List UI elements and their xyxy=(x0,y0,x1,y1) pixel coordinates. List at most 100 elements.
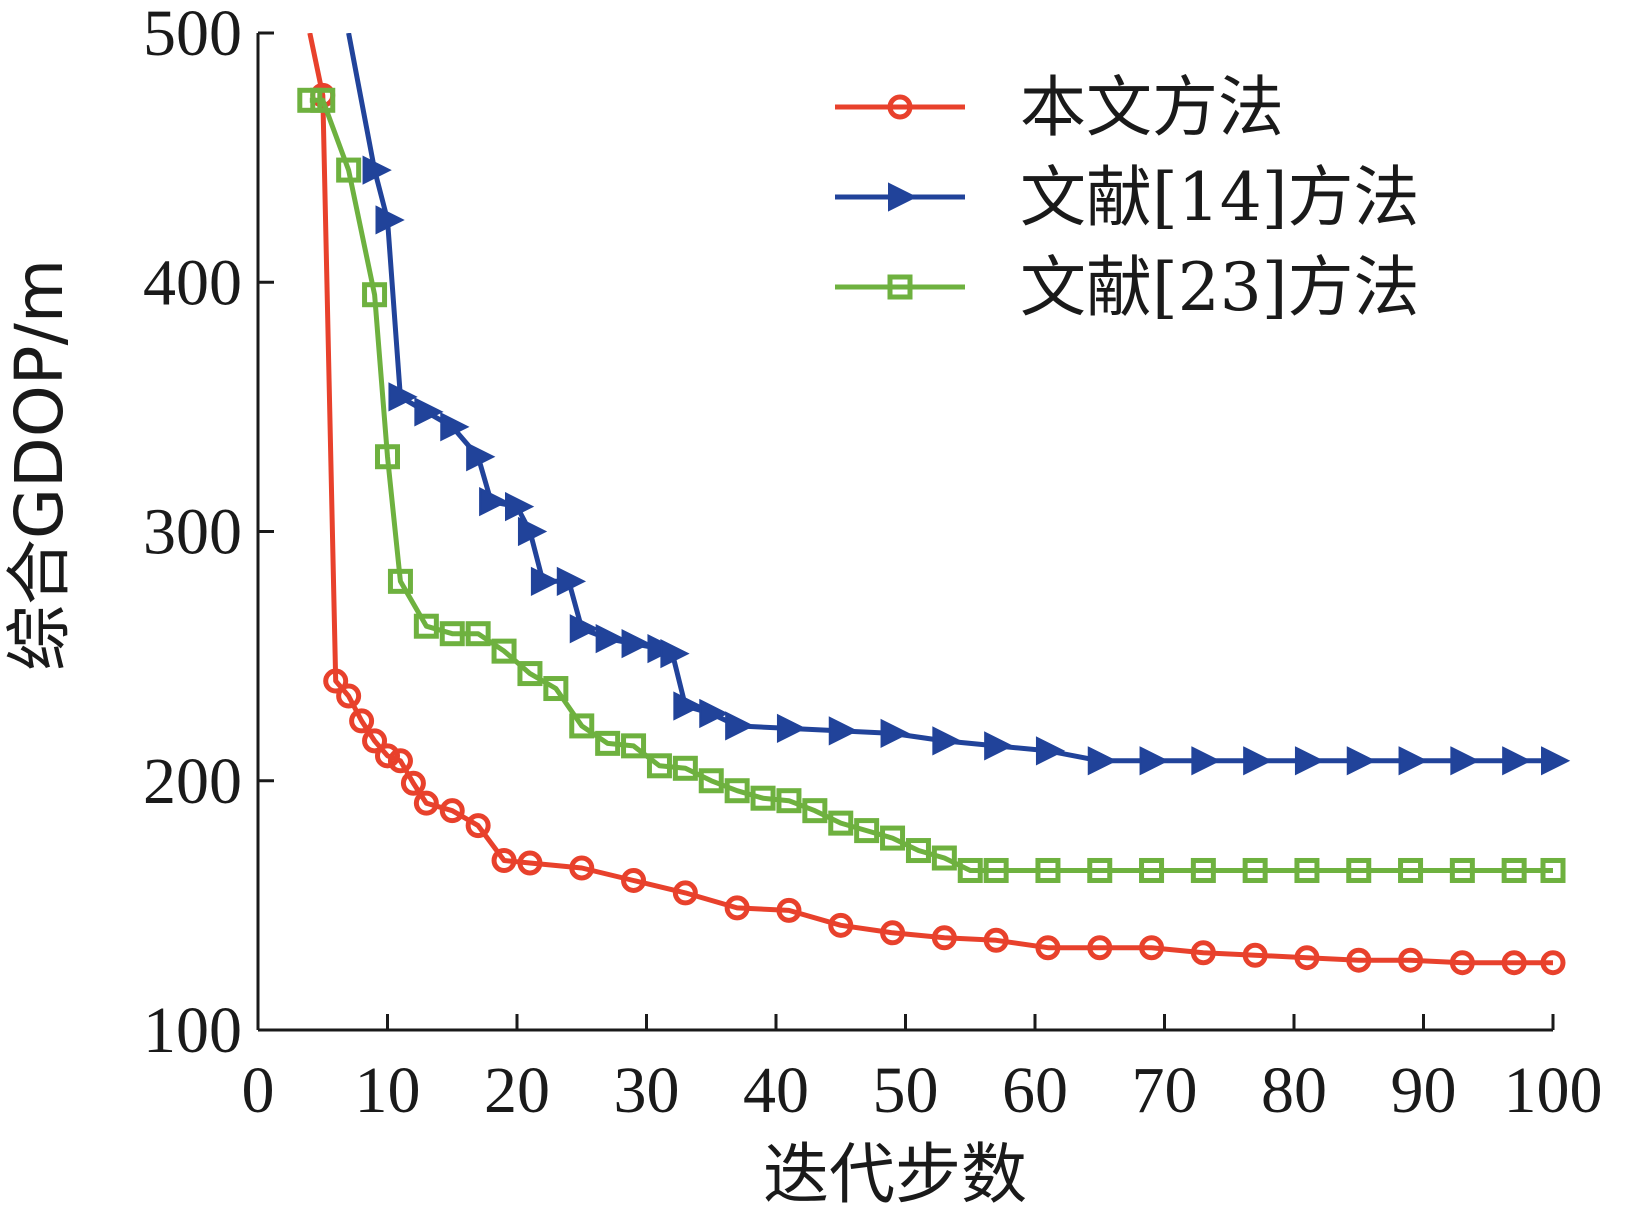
x-tick-label: 20 xyxy=(484,1054,550,1127)
x-tick-label: 60 xyxy=(1002,1054,1068,1127)
series-3-point xyxy=(297,87,323,113)
series-3-point xyxy=(983,857,1009,883)
axes: 0 10 20 30 40 50 60 70 80 90 100 100 200 300 400 500 xyxy=(143,0,1603,1127)
series-layer xyxy=(297,33,1571,976)
series-3-point xyxy=(387,568,413,594)
x-tick-label: 90 xyxy=(1391,1054,1457,1127)
legend-marker xyxy=(887,94,913,120)
series-1-point xyxy=(880,920,906,946)
y-tick-label: 400 xyxy=(143,246,242,319)
series-2-point xyxy=(1191,746,1221,776)
series-3-point xyxy=(957,857,983,883)
y-tick-label: 500 xyxy=(143,0,242,70)
series-2-point xyxy=(1087,746,1117,776)
x-tick-label: 10 xyxy=(355,1054,421,1127)
series-3-point xyxy=(517,661,543,687)
series-2-point xyxy=(1243,746,1273,776)
series-2-point xyxy=(556,566,587,596)
series-3-point xyxy=(362,282,388,308)
series-2-point xyxy=(414,397,444,427)
series-1 xyxy=(307,33,1566,976)
series-3-point xyxy=(724,778,750,804)
series-3-point xyxy=(905,838,931,864)
series-2-point xyxy=(1450,746,1480,776)
series-2-point xyxy=(479,486,509,517)
series-3-point xyxy=(854,818,880,844)
series-3-point xyxy=(1139,857,1165,883)
series-2-point xyxy=(375,205,405,235)
series-1-point xyxy=(1501,950,1527,976)
series-3-point xyxy=(375,444,400,470)
legend-marker xyxy=(888,182,918,212)
series-2-point xyxy=(1541,746,1571,776)
series-2-point xyxy=(932,726,962,756)
y-tick-label: 300 xyxy=(143,496,242,569)
series-1-point xyxy=(776,897,802,923)
series-3-point xyxy=(1540,857,1566,883)
series-1-point xyxy=(413,790,439,816)
series-1-point xyxy=(621,867,647,893)
series-3-point xyxy=(1346,857,1372,883)
series-1-point xyxy=(1398,947,1424,973)
series-1-point xyxy=(1035,935,1061,961)
series-2-point xyxy=(362,155,392,185)
series-1-point xyxy=(1294,945,1320,971)
series-2-point xyxy=(699,698,729,729)
series-1-point xyxy=(1346,947,1372,973)
series-1-point xyxy=(336,683,362,709)
series-3-point xyxy=(595,730,621,756)
series-1-point xyxy=(672,880,698,906)
x-tick-label: 50 xyxy=(873,1054,939,1127)
series-2-point xyxy=(1398,746,1428,776)
x-tick-label: 80 xyxy=(1261,1054,1327,1127)
legend-item-2: 文献[14]方法 xyxy=(835,159,1419,236)
y-tick-label: 100 xyxy=(143,994,242,1067)
series-2-point xyxy=(1294,746,1325,776)
series-3-point xyxy=(776,788,802,814)
legend-marker xyxy=(887,274,913,300)
series-3-point xyxy=(646,753,672,779)
series-2-point xyxy=(505,491,535,522)
series-3-point xyxy=(1242,857,1268,883)
series-3 xyxy=(297,87,1566,883)
series-3-point xyxy=(310,87,336,113)
series-1-point xyxy=(1139,935,1165,961)
series-1-point xyxy=(349,708,375,734)
series-2-point xyxy=(388,382,418,412)
series-1-point xyxy=(517,850,543,876)
series-3-point xyxy=(543,676,569,702)
series-3-point xyxy=(1501,857,1527,883)
legend-label: 本文方法 xyxy=(1020,69,1284,146)
series-2-point xyxy=(725,711,755,741)
series-3-point xyxy=(413,613,439,639)
series-3-point xyxy=(698,768,724,794)
x-tick-label: 0 xyxy=(242,1054,275,1127)
series-2-line xyxy=(346,33,1553,764)
series-3-point xyxy=(1087,857,1113,883)
series-3-point xyxy=(1449,857,1475,883)
series-3-line xyxy=(309,97,1553,873)
series-2-point xyxy=(1035,736,1066,766)
x-tick-label: 100 xyxy=(1504,1054,1603,1127)
y-axis-title: 综合GDOP/m xyxy=(1,259,78,671)
series-1-point xyxy=(465,813,491,839)
series-3-point xyxy=(802,798,828,824)
series-2-point xyxy=(1346,746,1376,776)
series-2-point xyxy=(660,639,690,669)
series-3-point xyxy=(439,621,465,647)
series-1-point xyxy=(724,895,750,921)
legend-label: 文献[14]方法 xyxy=(1020,159,1419,236)
series-2-point xyxy=(440,412,470,442)
series-1-point xyxy=(931,925,957,951)
series-1-point xyxy=(323,668,349,694)
series-2-point xyxy=(673,691,703,721)
series-1-point xyxy=(387,748,413,774)
series-2-point xyxy=(1502,746,1532,776)
series-1-point xyxy=(828,912,854,938)
series-1-point xyxy=(375,743,400,769)
series-3-point xyxy=(1294,857,1320,883)
x-axis-title: 迭代步数 xyxy=(763,1136,1027,1209)
series-2 xyxy=(346,33,1571,776)
